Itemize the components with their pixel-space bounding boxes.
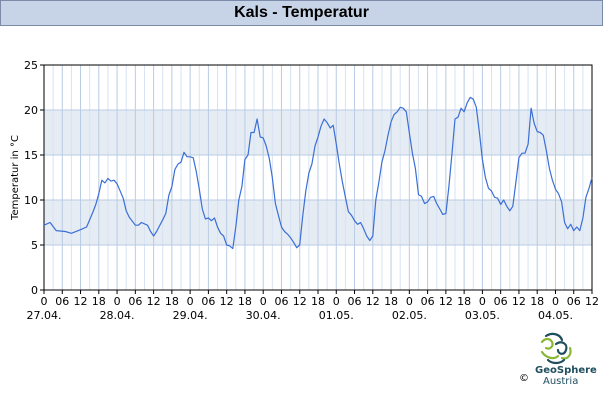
x-date-label: 02.05. [392, 309, 427, 322]
x-tick-label: 0 [479, 295, 486, 308]
x-tick-label: 12 [439, 295, 453, 308]
x-date-label: 03.05. [465, 309, 500, 322]
x-tick-label: 06 [274, 295, 288, 308]
y-tick-label: 20 [24, 104, 38, 117]
y-tick-label: 0 [31, 284, 38, 297]
x-tick-label: 18 [457, 295, 471, 308]
x-tick-label: 18 [238, 295, 252, 308]
x-tick-label: 18 [530, 295, 544, 308]
x-tick-label: 12 [220, 295, 234, 308]
logo-name: GeoSphere [535, 365, 597, 376]
x-date-label: 27.04. [27, 309, 62, 322]
x-tick-label: 06 [494, 295, 508, 308]
x-tick-label: 12 [366, 295, 380, 308]
x-tick-label: 18 [165, 295, 179, 308]
x-tick-label: 06 [55, 295, 69, 308]
x-tick-label: 0 [114, 295, 121, 308]
x-tick-label: 12 [512, 295, 526, 308]
x-tick-label: 0 [187, 295, 194, 308]
x-tick-label: 12 [293, 295, 307, 308]
x-tick-label: 18 [384, 295, 398, 308]
chart-title: Kals - Temperatur [234, 4, 369, 21]
geosphere-logo-icon [540, 332, 572, 365]
x-tick-label: 06 [421, 295, 435, 308]
logo-subtitle: Austria [543, 376, 579, 387]
x-date-label: 30.04. [246, 309, 281, 322]
x-tick-label: 12 [74, 295, 88, 308]
x-tick-label: 06 [348, 295, 362, 308]
y-tick-label: 5 [31, 239, 38, 252]
x-tick-label: 18 [92, 295, 106, 308]
y-tick-label: 10 [24, 194, 38, 207]
x-date-label: 01.05. [319, 309, 354, 322]
x-tick-label: 0 [41, 295, 48, 308]
y-axis-label: Temperatur in °C [10, 135, 21, 221]
x-date-label: 28.04. [100, 309, 135, 322]
x-tick-label: 06 [201, 295, 215, 308]
x-date-label: 29.04. [173, 309, 208, 322]
x-tick-label: 06 [128, 295, 142, 308]
y-tick-label: 25 [24, 59, 38, 72]
y-tick-label: 15 [24, 149, 38, 162]
x-tick-label: 18 [311, 295, 325, 308]
x-tick-label: 0 [333, 295, 340, 308]
x-tick-label: 06 [567, 295, 581, 308]
temperature-series-line [43, 96, 593, 250]
x-tick-label: 12 [147, 295, 161, 308]
x-date-label: 04.05. [538, 309, 573, 322]
x-tick-label: 0 [406, 295, 413, 308]
x-tick-label: 12 [585, 295, 599, 308]
x-tick-label: 0 [552, 295, 559, 308]
logo-copyright: © [519, 373, 529, 384]
x-tick-label: 0 [260, 295, 267, 308]
title-bar: Kals - Temperatur [0, 0, 603, 26]
